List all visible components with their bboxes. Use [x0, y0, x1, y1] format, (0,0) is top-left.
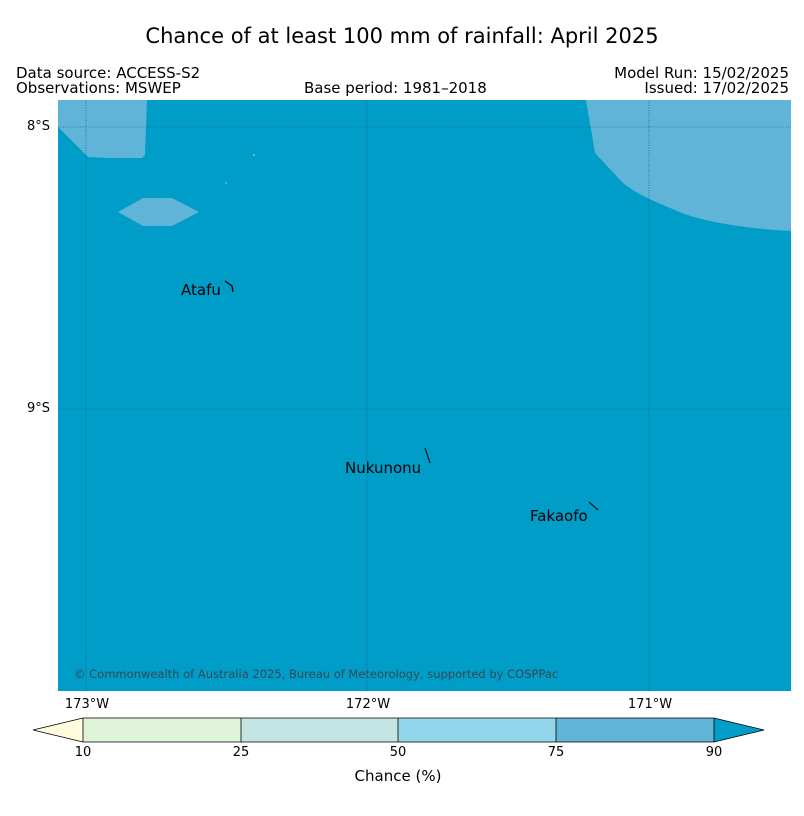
nukunonu-coastline [424, 447, 431, 464]
colorbar-below-10 [33, 718, 83, 742]
colorbar-tick-10: 10 [74, 745, 92, 760]
model-run: Model Run: 15/02/2025 [614, 64, 789, 82]
lat-label-9s: 9°S [27, 401, 51, 416]
region-75-90-speck [252, 153, 256, 157]
lon-label-173w: 173°W [64, 697, 110, 712]
colorbar-tick-25: 25 [232, 745, 250, 760]
colorbar-outline [32, 717, 765, 743]
fakaofo-coastline [588, 501, 599, 511]
colorbar-10-25 [83, 718, 241, 742]
data-source: Data source: ACCESS-S2 [16, 64, 201, 82]
colorbar-tick-90: 90 [705, 745, 723, 760]
lon-label-172w: 172°W [345, 697, 391, 712]
colorbar-above-90 [714, 718, 764, 742]
region-75-90-northeast [586, 100, 791, 231]
lat-label-8s: 8°S [27, 119, 51, 134]
colorbar-tick-75: 75 [547, 745, 565, 760]
place-label-atafu: Atafu [181, 281, 221, 299]
place-label-nukunonu: Nukunonu [345, 459, 421, 477]
region-75-90-islet [118, 198, 199, 226]
observations: Observations: MSWEP [16, 79, 181, 97]
colorbar-75-90 [556, 718, 714, 742]
place-label-fakaofo: Fakaofo [530, 507, 588, 525]
map-title: Chance of at least 100 mm of rainfall: A… [145, 24, 659, 48]
atafu-coastline [224, 280, 234, 293]
copyright-notice: © Commonwealth of Australia 2025, Bureau… [74, 667, 558, 681]
lon-label-171w: 171°W [627, 697, 673, 712]
colorbar-tick-50: 50 [389, 745, 407, 760]
region-75-90-speck [225, 182, 227, 184]
region-75-90-northwest [58, 100, 147, 158]
colorbar-50-75 [398, 718, 556, 742]
base-period: Base period: 1981–2018 [304, 79, 487, 97]
issued-date: Issued: 17/02/2025 [644, 79, 789, 97]
colorbar-title: Chance (%) [354, 767, 442, 785]
colorbar-25-50 [241, 718, 398, 742]
